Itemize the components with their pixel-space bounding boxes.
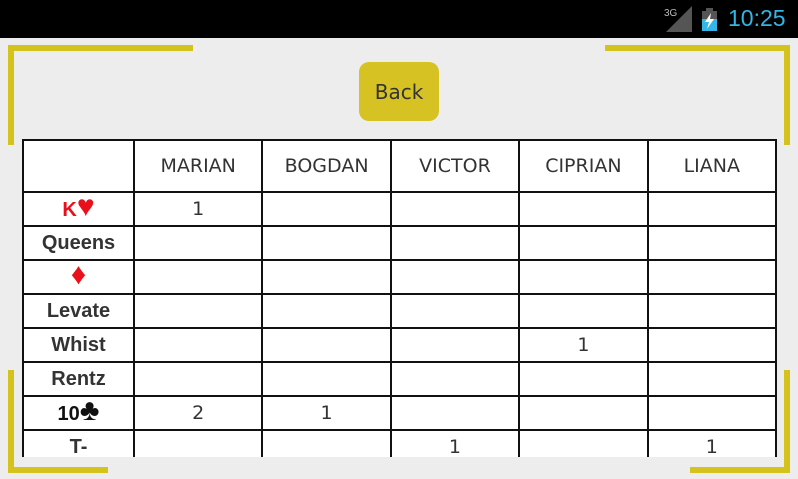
game-name: T- xyxy=(69,435,88,458)
game-label: Levate xyxy=(22,293,135,329)
score-cell[interactable] xyxy=(518,361,649,397)
score-cell[interactable] xyxy=(389,395,521,431)
player-header: LIANA xyxy=(646,139,778,193)
corner-decoration xyxy=(784,45,790,145)
score-cell[interactable]: 1 xyxy=(261,395,392,431)
game-name: 10 xyxy=(57,402,80,425)
game-label: Whist xyxy=(22,327,135,363)
score-cell[interactable]: 1 xyxy=(132,191,264,227)
suit-icon: ♦ xyxy=(70,257,87,291)
player-header: VICTOR xyxy=(389,139,521,193)
score-cell[interactable] xyxy=(389,225,521,261)
player-header: BOGDAN xyxy=(261,139,392,193)
signal-3g-icon: 3G xyxy=(664,6,692,32)
corner-decoration xyxy=(8,45,14,145)
score-cell[interactable] xyxy=(132,429,264,457)
score-cell[interactable]: 1 xyxy=(646,429,778,457)
suit-icon: ♣ xyxy=(79,393,100,427)
score-cell[interactable] xyxy=(518,293,649,329)
battery-charging-icon xyxy=(702,8,717,31)
corner-decoration xyxy=(690,467,790,473)
score-cell[interactable] xyxy=(261,259,392,295)
table-row: ♦ xyxy=(22,257,778,295)
score-cell[interactable] xyxy=(132,361,264,397)
score-cell[interactable]: 1 xyxy=(518,327,649,363)
score-cell[interactable] xyxy=(646,225,778,261)
score-cell[interactable] xyxy=(389,327,521,363)
player-header: MARIAN xyxy=(132,139,264,193)
player-header: CIPRIAN xyxy=(518,139,649,193)
score-cell[interactable] xyxy=(261,191,392,227)
score-cell[interactable] xyxy=(132,259,264,295)
table-row: Rentz xyxy=(22,361,778,397)
game-label: 10♣ xyxy=(22,393,135,431)
game-label: Queens xyxy=(22,225,135,261)
game-name: Levate xyxy=(46,299,111,322)
score-cell[interactable] xyxy=(261,327,392,363)
score-cell[interactable] xyxy=(646,361,778,397)
table-row: T- 1 1 xyxy=(22,429,778,458)
score-cell[interactable] xyxy=(646,259,778,295)
status-bar: 3G 10:25 xyxy=(0,0,798,38)
score-cell[interactable] xyxy=(261,225,392,261)
score-cell[interactable] xyxy=(132,225,264,261)
game-label: T- xyxy=(22,429,135,458)
table-row: Levate xyxy=(22,293,778,329)
game-name: Rentz xyxy=(51,367,106,390)
score-cell[interactable] xyxy=(132,327,264,363)
score-cell[interactable]: 1 xyxy=(389,429,521,457)
corner-decoration xyxy=(8,45,193,51)
score-cell[interactable] xyxy=(132,293,264,329)
game-name: K xyxy=(62,198,77,221)
header-row: MARIAN BOGDAN VICTOR CIPRIAN LIANA xyxy=(22,139,778,193)
score-cell[interactable] xyxy=(518,225,649,261)
game-name: Queens xyxy=(41,231,116,254)
score-cell[interactable] xyxy=(518,429,649,457)
back-button[interactable]: Back xyxy=(359,62,439,121)
score-cell[interactable] xyxy=(389,361,521,397)
table-row: K♥ 1 xyxy=(22,189,778,227)
svg-text:3G: 3G xyxy=(664,8,678,19)
game-label: ♦ xyxy=(22,257,135,295)
score-cell[interactable] xyxy=(518,395,649,431)
score-cell[interactable] xyxy=(261,361,392,397)
score-table: MARIAN BOGDAN VICTOR CIPRIAN LIANA K♥ 1 Queens ♦… xyxy=(22,139,778,458)
score-cell[interactable] xyxy=(389,191,521,227)
score-cell[interactable] xyxy=(389,259,521,295)
corner-decoration xyxy=(605,45,790,51)
score-cell[interactable] xyxy=(646,395,778,431)
score-cell[interactable] xyxy=(646,293,778,329)
game-label: K♥ xyxy=(22,189,135,227)
table-row: Whist 1 xyxy=(22,327,778,363)
score-cell[interactable] xyxy=(389,293,521,329)
table-row: Queens xyxy=(22,225,778,261)
suit-icon: ♥ xyxy=(76,189,95,223)
game-name: Whist xyxy=(51,333,106,356)
corner-decoration xyxy=(784,370,790,473)
corner-decoration xyxy=(8,467,108,473)
score-cell[interactable] xyxy=(261,429,392,457)
score-cell[interactable] xyxy=(646,327,778,363)
score-cell[interactable]: 2 xyxy=(132,395,264,431)
score-cell[interactable] xyxy=(261,293,392,329)
clock: 10:25 xyxy=(728,5,786,31)
table-row: 10♣ 2 1 xyxy=(22,393,778,431)
corner-decoration xyxy=(8,370,14,473)
corner-cell xyxy=(22,139,135,193)
score-cell[interactable] xyxy=(518,191,649,227)
game-label: Rentz xyxy=(22,361,135,397)
score-cell[interactable] xyxy=(518,259,649,295)
score-cell[interactable] xyxy=(646,191,778,227)
